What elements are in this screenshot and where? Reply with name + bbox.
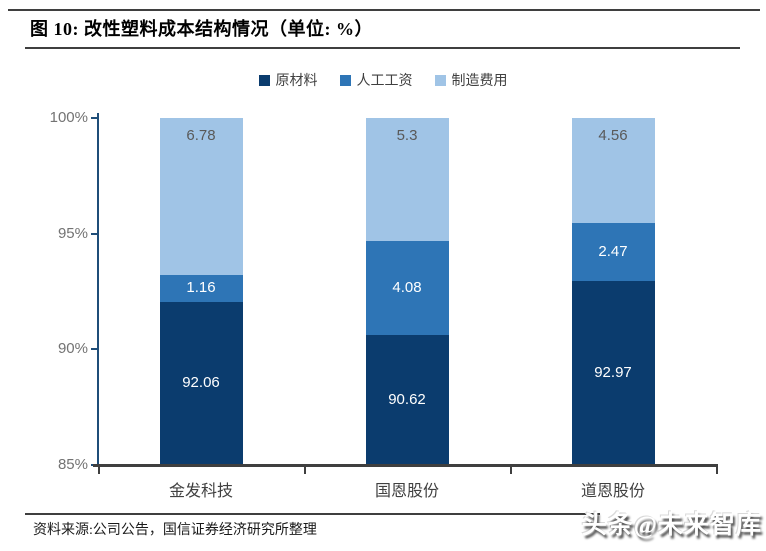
bar-value-label: 4.08 [392,278,422,296]
source-note: 资料来源:公司公告，国信证券经济研究所整理 [33,523,317,538]
category-label: 金发科技 [168,483,233,500]
legend-item: 原材料 [258,70,318,90]
bar-value-label: 5.3 [396,127,418,144]
legend-item: 制造费用 [434,70,508,90]
bar-segment [365,334,449,465]
bar-value-label: 1.16 [186,279,216,297]
y-axis-tick [91,117,98,119]
figure-title: 图 10: 改性塑料成本结构情况（单位: %） [30,19,373,39]
y-axis-tick-label: 90% [57,340,88,358]
legend-swatch-icon [258,74,270,86]
bar-segment [365,118,449,241]
legend-swatch-icon [339,74,351,86]
bar-segment [159,118,243,275]
y-axis-line [97,113,99,467]
footer-divider [25,513,600,515]
bar-segment [571,118,655,224]
bar-value-label: 92.97 [594,363,632,381]
legend-label: 原材料 [275,74,318,89]
category-label: 道恩股份 [580,483,645,500]
top-divider [8,9,760,11]
x-axis-tick [304,466,306,474]
bar-value-label: 4.56 [598,127,628,144]
y-axis-tick-label: 85% [57,456,88,473]
legend-item: 人工工资 [339,70,413,90]
x-axis-tick [716,466,718,474]
legend-label: 人工工资 [356,74,413,89]
bar-segment [365,240,449,335]
watermark: 头条@未来智库 [581,512,762,539]
bar-value-label: 92.06 [182,374,220,392]
x-axis-tick [510,466,512,474]
bar-segment [159,301,243,465]
title-divider [25,47,740,49]
bar-segment [571,223,655,281]
bar-value-label: 6.78 [186,127,216,144]
bar-value-label: 2.47 [598,243,628,261]
category-label: 国恩股份 [374,483,439,500]
y-axis-tick [91,232,98,235]
y-axis-tick [91,348,98,351]
y-axis-tick-label: 95% [57,224,88,242]
y-axis-tick-label: 100% [49,109,88,126]
x-axis-line [93,464,718,467]
bar-value-label: 90.62 [388,390,426,408]
chart-legend: 原材料 人工工资 制造费用 [0,70,766,90]
x-axis-tick [98,466,100,474]
legend-swatch-icon [434,74,446,86]
bar-segment [571,280,655,465]
legend-label: 制造费用 [451,74,508,89]
bar-segment [159,274,243,302]
